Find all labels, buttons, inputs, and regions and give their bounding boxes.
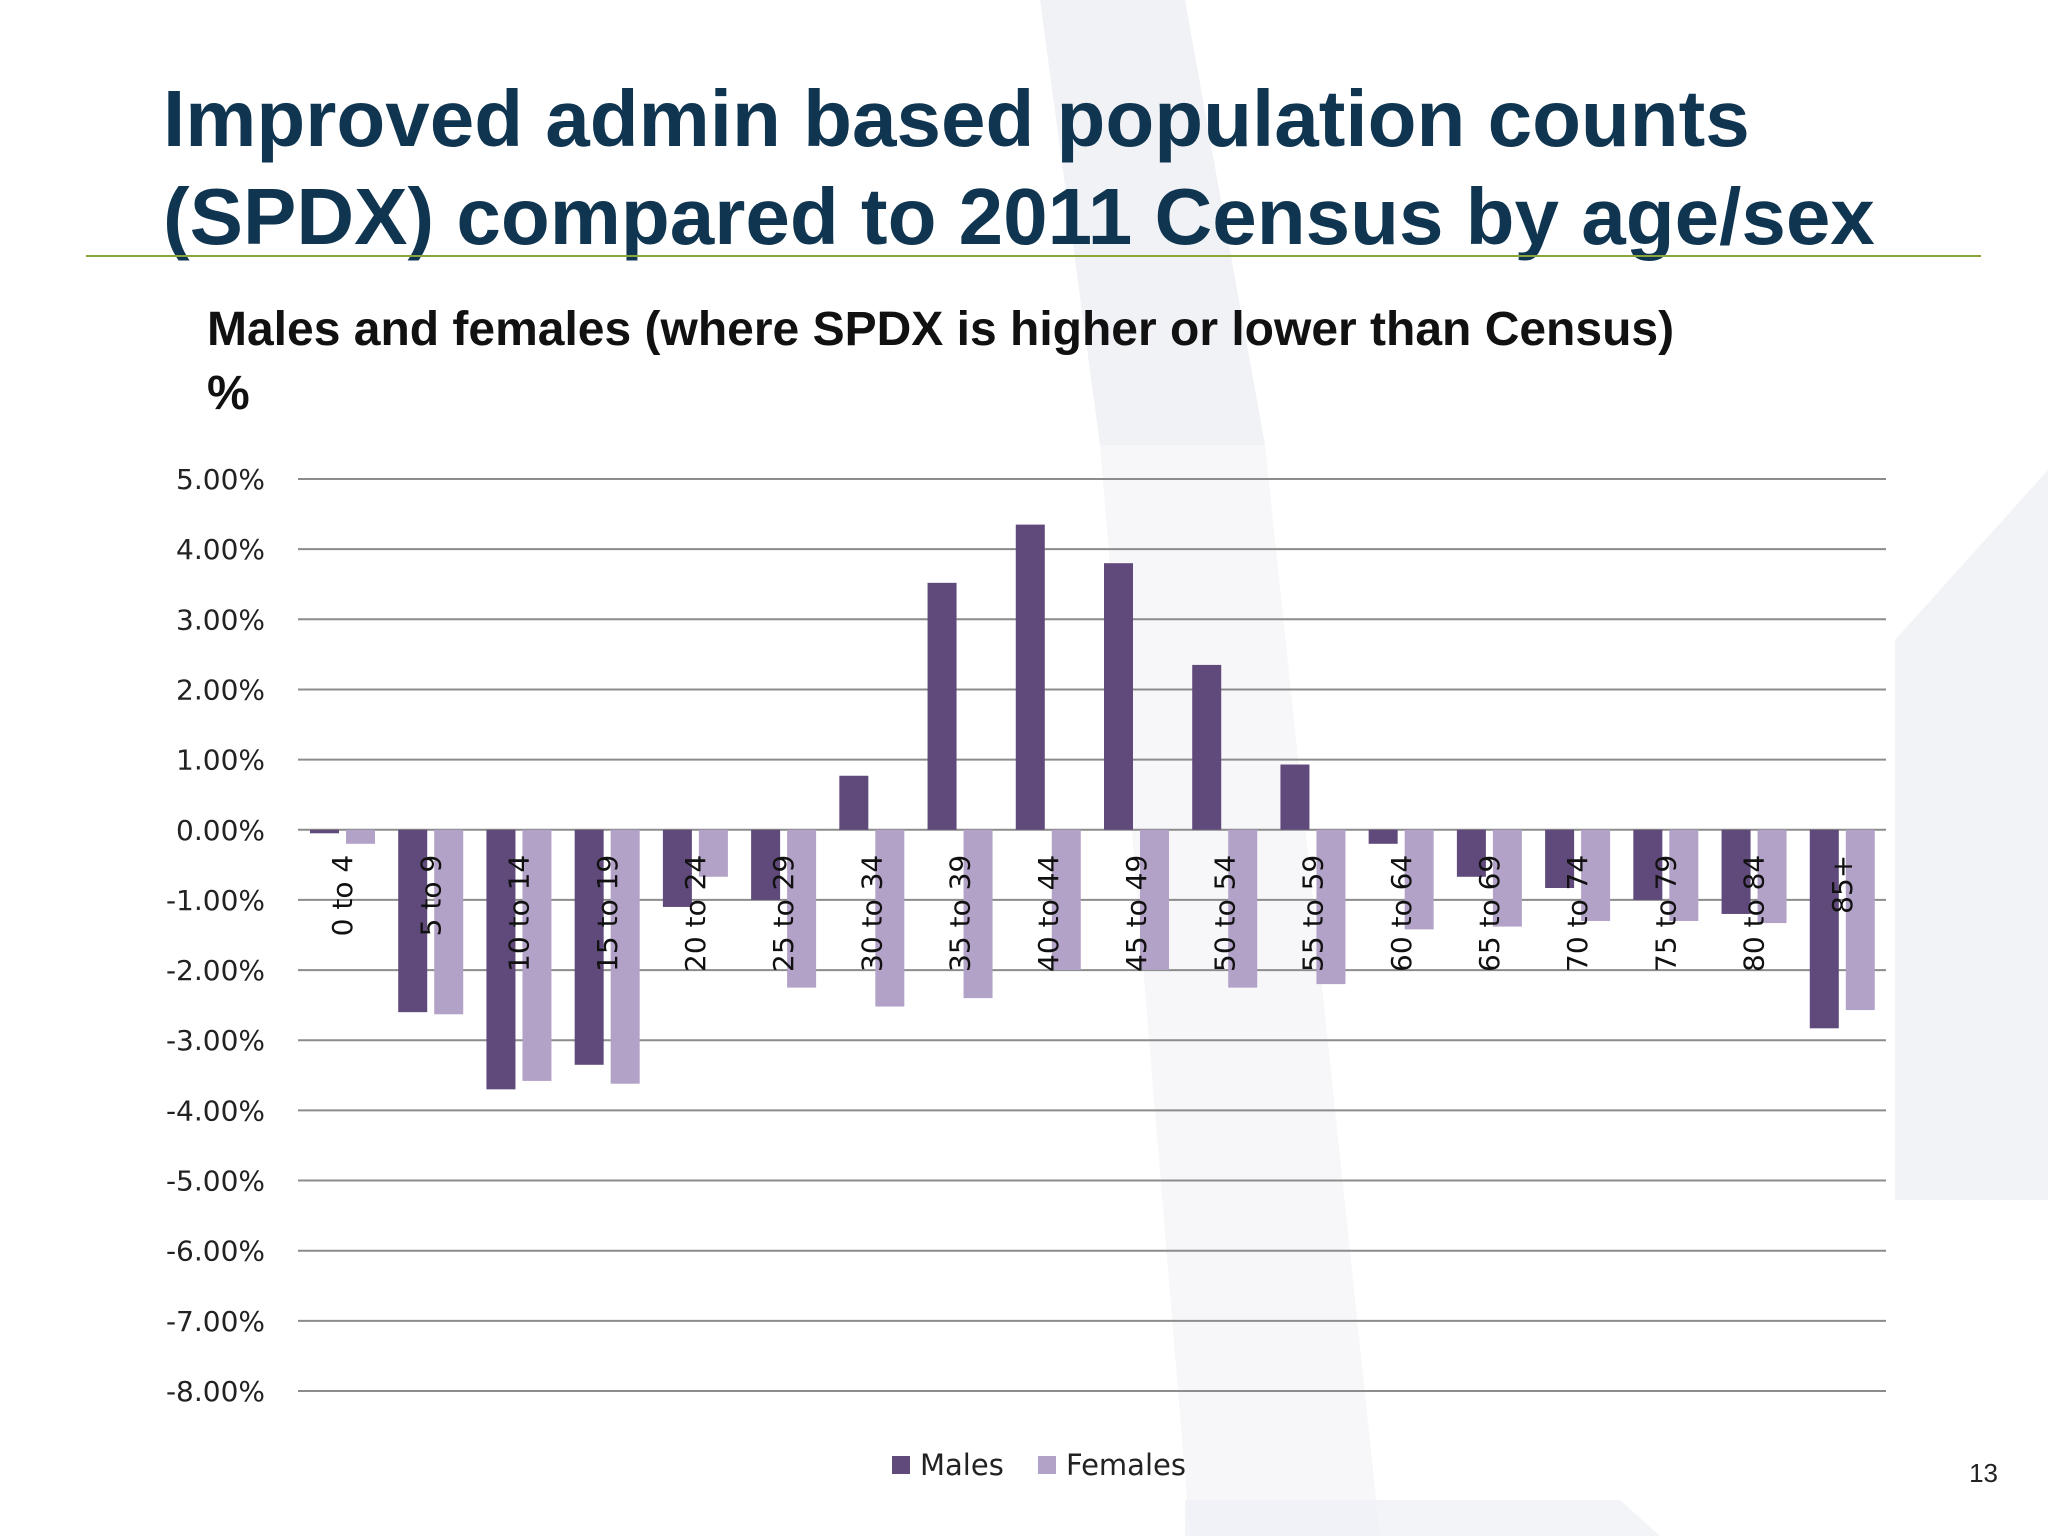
- y-tick-label: 2.00%: [176, 673, 265, 706]
- y-tick-label: -6.00%: [166, 1235, 265, 1268]
- slide-title: Improved admin based population counts (…: [163, 70, 1963, 266]
- x-category-label: 60 to 64: [1385, 855, 1418, 972]
- bar-males: [1633, 829, 1663, 900]
- y-tick-label: -8.00%: [166, 1375, 265, 1408]
- bar-females: [522, 829, 552, 1081]
- x-category-label: 30 to 34: [855, 855, 888, 972]
- y-tick-label: -3.00%: [166, 1024, 265, 1057]
- y-tick-label: 4.00%: [176, 533, 265, 566]
- bar-females: [434, 829, 464, 1015]
- x-category-label: 65 to 69: [1473, 855, 1506, 972]
- bar-females: [346, 829, 375, 844]
- bar-females: [1228, 829, 1258, 988]
- bar-males: [1809, 829, 1839, 1029]
- bar-females: [1140, 829, 1169, 971]
- x-category-label: 10 to 14: [503, 855, 536, 972]
- bar-males: [1368, 829, 1398, 844]
- subtitle-line-2: %: [207, 367, 250, 420]
- x-category-label: 80 to 84: [1738, 855, 1771, 972]
- legend-swatch-females: [1038, 1456, 1056, 1474]
- x-category-label: 55 to 59: [1297, 855, 1330, 972]
- bar-females: [1316, 829, 1346, 985]
- y-tick-label: 5.00%: [176, 463, 265, 496]
- y-tick-label: -2.00%: [166, 954, 265, 987]
- bar-males: [310, 829, 339, 834]
- y-tick-label: 0.00%: [176, 814, 265, 847]
- x-category-label: 0 to 4: [326, 855, 359, 937]
- bar-males: [1280, 764, 1310, 830]
- x-category-label: 75 to 79: [1649, 855, 1682, 972]
- bar-females: [610, 829, 640, 1084]
- bar-females: [1404, 829, 1434, 930]
- x-category-label: 35 to 39: [944, 855, 977, 972]
- y-tick-label: -4.00%: [166, 1094, 265, 1127]
- bar-females: [787, 829, 817, 988]
- x-category-label: 50 to 54: [1208, 855, 1241, 972]
- page-number: 13: [1969, 1458, 1998, 1488]
- x-category-label: 5 to 9: [414, 855, 447, 937]
- bar-females: [698, 829, 728, 877]
- bar-females: [1757, 829, 1787, 924]
- y-tick-label: 1.00%: [176, 744, 265, 777]
- bar-females: [1492, 829, 1522, 927]
- y-tick-label: 3.00%: [176, 603, 265, 636]
- x-category-label: 20 to 24: [679, 855, 712, 972]
- bar-males: [1192, 664, 1222, 830]
- bar-males: [751, 829, 781, 900]
- legend-swatch-males: [892, 1456, 910, 1474]
- title-line-1: Improved admin based population counts: [163, 74, 1750, 163]
- y-tick-label: -7.00%: [166, 1305, 265, 1338]
- legend-label-males: Males: [920, 1448, 1004, 1482]
- legend-label-females: Females: [1066, 1448, 1186, 1482]
- y-tick-label: -1.00%: [166, 884, 265, 917]
- bar-females: [1581, 829, 1611, 921]
- bar-males: [1104, 563, 1133, 830]
- title-divider: [86, 255, 1981, 257]
- bar-males: [662, 829, 692, 907]
- x-category-label: 25 to 29: [767, 855, 800, 972]
- chart-subtitle: Males and females (where SPDX is higher …: [207, 298, 1907, 426]
- title-line-2: (SPDX) compared to 2011 Census by age/se…: [163, 172, 1875, 261]
- bar-females: [1051, 829, 1081, 971]
- bar-males: [839, 775, 869, 830]
- bar-males: [574, 829, 604, 1065]
- bar-females: [1845, 829, 1875, 1011]
- bar-females: [875, 829, 905, 1007]
- bar-males: [486, 829, 516, 1090]
- x-category-label: 15 to 19: [591, 855, 624, 972]
- x-category-label: 40 to 44: [1032, 855, 1065, 972]
- x-category-label: 45 to 49: [1120, 855, 1153, 972]
- x-category-label: 70 to 74: [1561, 855, 1594, 972]
- bar-males: [398, 829, 428, 1013]
- x-category-label: 85+: [1826, 855, 1859, 914]
- bar-males: [1015, 524, 1045, 830]
- y-tick-label: -5.00%: [166, 1165, 265, 1198]
- bar-males: [1456, 829, 1486, 877]
- bar-males: [1721, 829, 1751, 914]
- subtitle-line-1: Males and females (where SPDX is higher …: [207, 303, 1675, 356]
- bar-males: [1545, 829, 1575, 888]
- bar-females: [1669, 829, 1699, 921]
- bar-males: [927, 582, 957, 830]
- bar-females: [963, 829, 993, 999]
